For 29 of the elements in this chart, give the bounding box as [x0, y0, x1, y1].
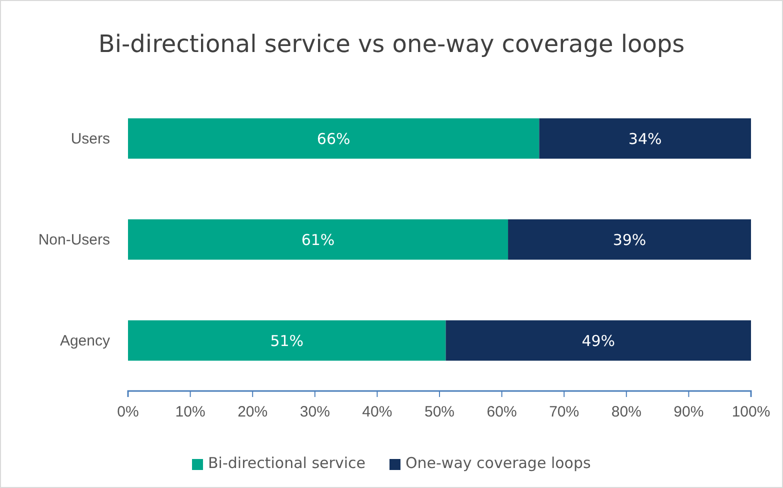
x-tick-label: 0%	[117, 404, 139, 420]
y-tick-label: Non-Users	[38, 231, 110, 248]
data-label: 49%	[582, 332, 616, 350]
bar	[128, 320, 446, 361]
bar	[128, 219, 508, 260]
x-tick-label: 100%	[732, 404, 770, 420]
y-tick-label: Agency	[60, 332, 110, 350]
x-tick-label: 10%	[175, 404, 206, 420]
bar	[128, 118, 540, 159]
data-label: 51%	[270, 332, 304, 350]
x-tick-label: 70%	[549, 404, 580, 420]
legend-label: Bi-directional service	[208, 454, 366, 472]
x-tick-label: 30%	[300, 404, 330, 420]
bar	[446, 320, 751, 361]
legend-label: One-way coverage loops	[405, 454, 591, 472]
x-tick-label: 60%	[486, 404, 517, 420]
bar	[539, 118, 751, 159]
x-tick-label: 40%	[362, 404, 392, 420]
data-label: 34%	[628, 130, 662, 148]
bar	[508, 219, 751, 260]
data-label: 61%	[301, 230, 335, 249]
chart-title: Bi-directional service vs one-way coverage loops	[98, 30, 685, 58]
y-tick-label: Users	[70, 130, 110, 148]
x-tick-label: 90%	[674, 404, 704, 420]
x-tick-label: 20%	[238, 404, 268, 420]
x-tick-label: 50%	[424, 404, 455, 420]
x-tick-label: 80%	[611, 404, 642, 420]
data-label: 39%	[612, 230, 646, 249]
data-label: 66%	[316, 130, 350, 148]
